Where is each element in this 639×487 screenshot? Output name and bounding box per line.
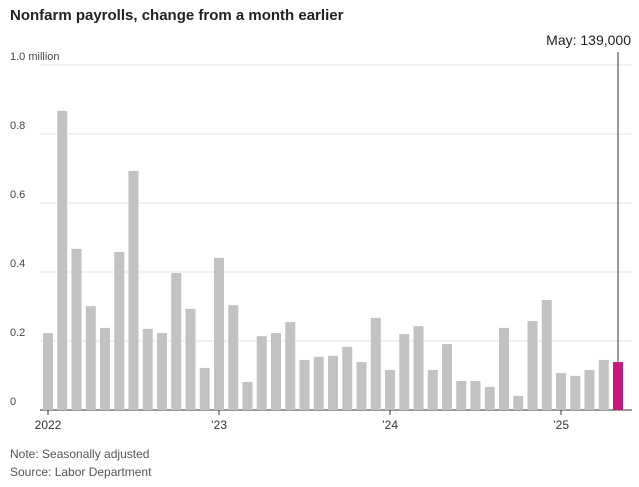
bar: [157, 333, 167, 410]
bar: [71, 248, 82, 410]
y-tick-label: 0: [10, 396, 16, 408]
x-tick-label: 2022: [35, 418, 62, 432]
bar: [613, 362, 623, 410]
bar: [57, 110, 68, 410]
x-tick-label: ’23: [211, 418, 227, 432]
bar: [470, 381, 481, 410]
bar: [385, 369, 395, 410]
bar: [427, 369, 438, 410]
bar: [399, 334, 410, 410]
bar: [570, 375, 581, 410]
bar: [313, 356, 324, 410]
bar: [185, 308, 196, 410]
bar: [456, 381, 467, 410]
bar: [513, 395, 524, 410]
bar: [128, 170, 139, 410]
bar: [142, 328, 153, 410]
bar: [598, 359, 609, 410]
source: Source: Labor Department: [10, 465, 152, 479]
x-tick-label: ’25: [553, 418, 569, 432]
chart-title: Nonfarm payrolls, change from a month ea…: [10, 7, 344, 24]
bar: [342, 346, 353, 410]
bar: [299, 359, 310, 410]
bar: [199, 367, 210, 410]
bar: [556, 373, 566, 410]
y-tick-label: 0.6: [10, 189, 25, 201]
y-tick-label: 1.0 million: [10, 51, 60, 63]
bar: [541, 299, 552, 410]
bar: [370, 317, 381, 410]
bar: [499, 327, 509, 410]
x-tick-label: ’24: [382, 418, 398, 432]
bar: [356, 362, 367, 410]
bar: [484, 386, 495, 410]
bar: [100, 327, 110, 410]
bar: [584, 369, 595, 410]
bar: [214, 257, 224, 410]
bar: [285, 322, 296, 410]
bar: [228, 305, 239, 410]
bar: [271, 333, 281, 410]
bar: [256, 336, 267, 410]
y-tick-label: 0.8: [10, 120, 25, 132]
bar: [328, 355, 338, 410]
bar: [413, 326, 424, 410]
y-tick-label: 0.4: [10, 258, 25, 270]
annotation: May: 139,000: [546, 32, 631, 48]
y-tick-label: 0.2: [10, 327, 25, 339]
bar: [171, 273, 182, 410]
bar: [442, 344, 452, 410]
bar: [527, 320, 538, 410]
bar: [43, 333, 53, 410]
bar: [242, 382, 253, 410]
bar: [114, 251, 125, 410]
note: Note: Seasonally adjusted: [10, 447, 149, 461]
bar: [85, 306, 96, 410]
